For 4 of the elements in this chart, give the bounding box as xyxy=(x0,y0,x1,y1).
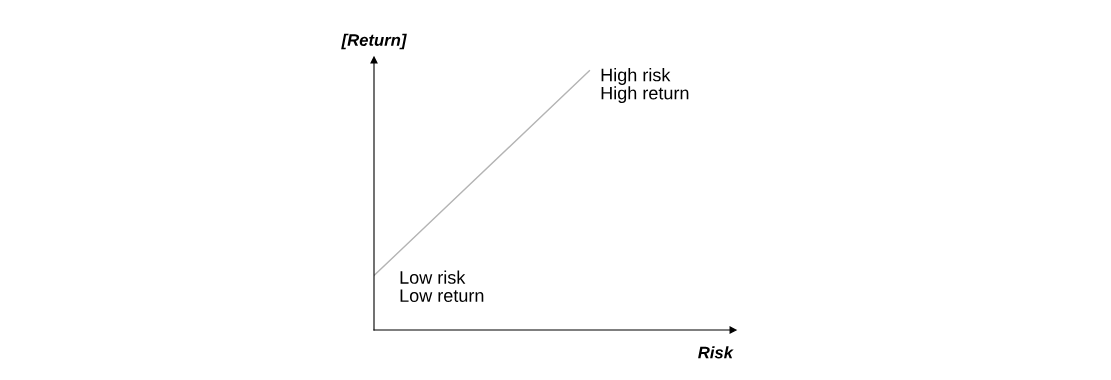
y-axis-title: [Return] xyxy=(341,33,407,50)
annotation: Low risk Low return xyxy=(400,270,484,302)
x-axis-title: Risk xyxy=(698,346,734,359)
annotation: High risk High return xyxy=(601,68,689,104)
